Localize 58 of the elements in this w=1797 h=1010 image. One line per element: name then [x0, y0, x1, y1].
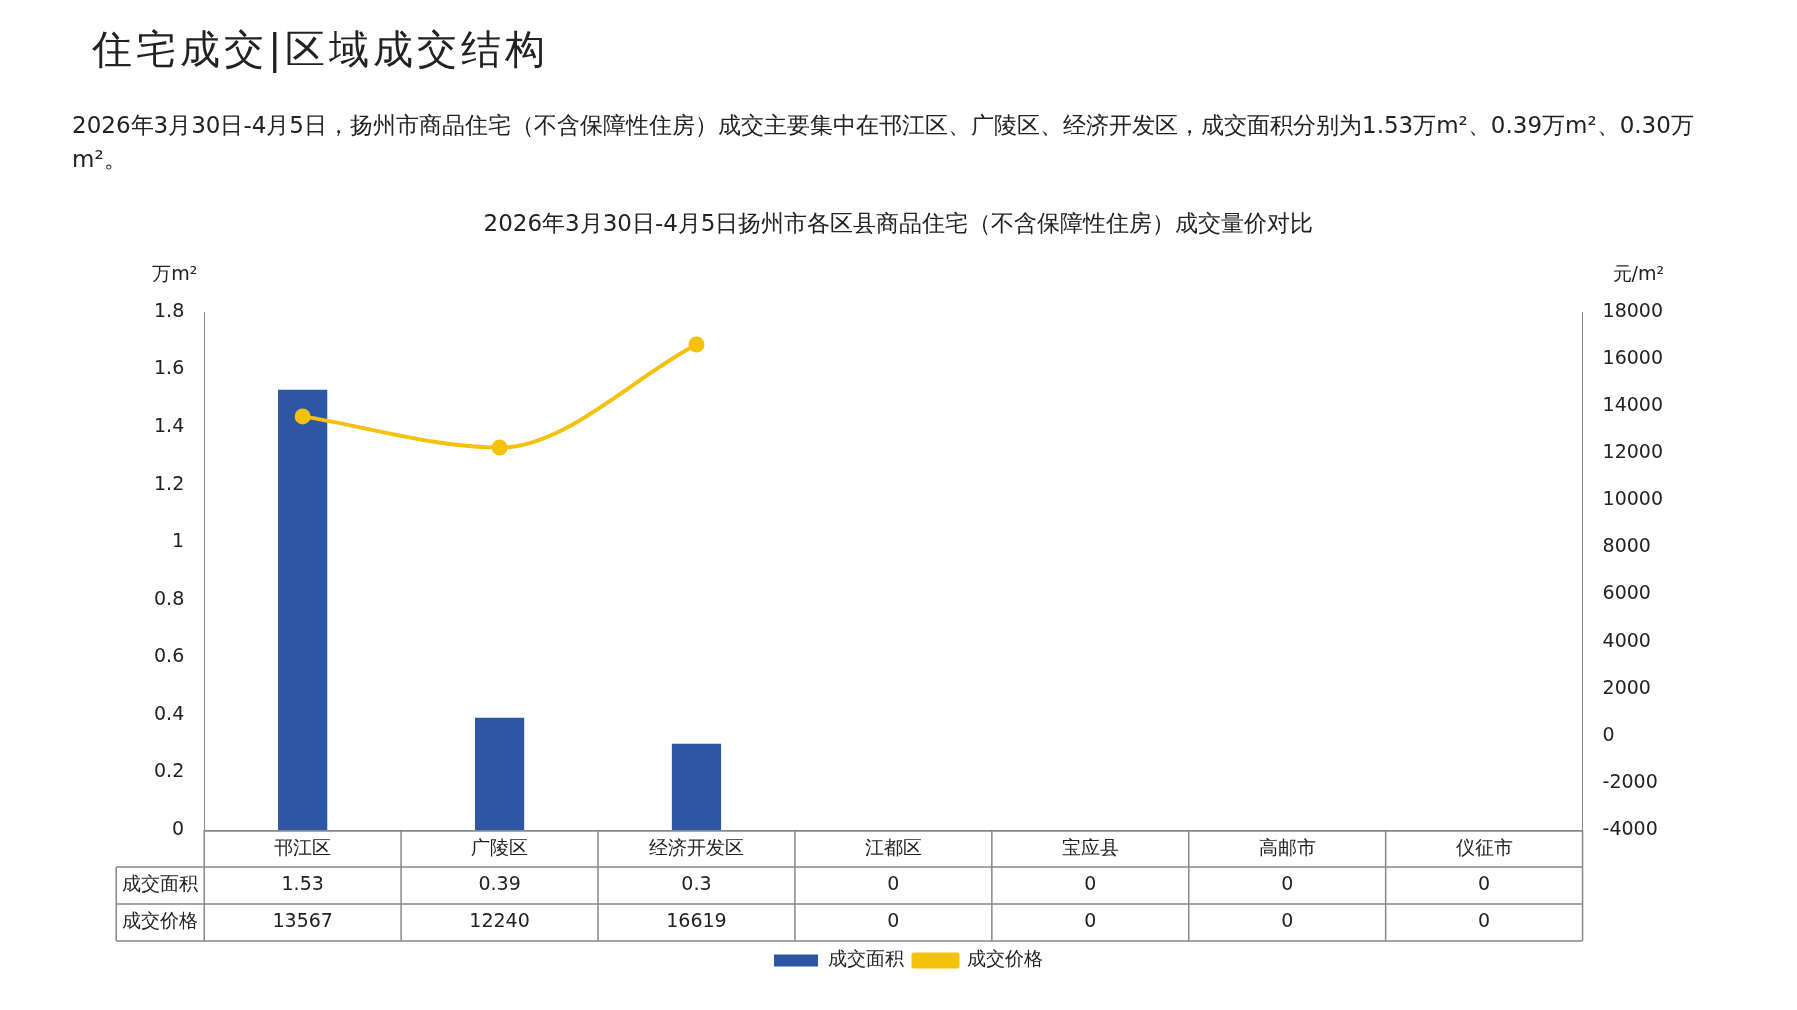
y2-tick-label: 16000: [1602, 346, 1664, 369]
x-tick-label: 宝应县: [1061, 836, 1119, 859]
data-label: 1.53: [281, 872, 324, 895]
y-tick-label: 1.8: [154, 298, 185, 321]
data-label: 0.3: [681, 872, 712, 895]
y2-tick-label: 2000: [1602, 675, 1651, 698]
text: 0: [1084, 909, 1097, 932]
legend-label: 成交面积: [827, 947, 904, 970]
y2-tick-label: 14000: [1602, 393, 1664, 416]
legend-label: 成交价格: [967, 947, 1043, 970]
chart-title: 2026年3月30日-4月5日扬州市各区县商品住宅（不含保障性住房）成交量价对比: [482, 209, 1315, 238]
y-tick-label: 0.4: [154, 701, 185, 724]
y-tick-label: 1: [172, 529, 185, 552]
y-tick-label: 0.8: [154, 586, 185, 609]
x-tick-label: 广陵区: [471, 836, 529, 859]
data-label: 0.39: [478, 872, 521, 895]
data-label: 13567: [272, 909, 333, 932]
y2-tick-label: -2000: [1602, 769, 1658, 792]
y-tick-label: 0.6: [154, 644, 185, 667]
point: [294, 408, 311, 425]
data-label: 0: [1478, 872, 1491, 895]
y-tick-label: 0.2: [154, 759, 185, 782]
y2-tick-label: 10000: [1602, 487, 1664, 510]
x-tick-label: 经济开发区: [648, 836, 744, 859]
x-tick-label: 高邮市: [1258, 836, 1316, 859]
y2-axis-title: 元/m²: [1612, 261, 1665, 284]
text: 0: [887, 909, 900, 932]
y-tick-label: 1.4: [154, 414, 185, 437]
y-tick-label: 1.6: [154, 356, 185, 379]
text: 住宅成交|区域成交结构: [92, 25, 550, 75]
y2-tick-label: -4000: [1602, 816, 1658, 839]
data-label: 0: [1281, 872, 1294, 895]
point: [491, 439, 508, 456]
text: 成交价格: [122, 909, 199, 932]
y2-tick-label: 18000: [1602, 298, 1664, 321]
data-label: 12240: [469, 909, 530, 932]
y-tick-label: 1.2: [154, 471, 185, 494]
point: [688, 336, 705, 353]
y-axis-title: 万m²: [152, 261, 198, 284]
x-tick-label: 仪征市: [1455, 836, 1513, 859]
text: 0: [1281, 909, 1294, 932]
bar: [278, 389, 328, 830]
y2-tick-label: 0: [1602, 722, 1615, 745]
x-tick-label: 江都区: [864, 836, 922, 859]
data-label: 0: [1084, 872, 1097, 895]
bar: [671, 743, 722, 830]
x-tick-label: 邗江区: [274, 836, 332, 859]
y2-tick-label: 6000: [1602, 581, 1651, 604]
y2-tick-label: 12000: [1602, 440, 1664, 463]
y2-tick-label: 4000: [1602, 628, 1651, 651]
y-tick-label: 0: [172, 816, 185, 839]
data-label: 0: [887, 872, 900, 895]
y2-tick-label: 8000: [1602, 534, 1651, 557]
data-label: 16619: [666, 909, 727, 932]
bar: [474, 717, 525, 830]
text: 0: [1478, 909, 1491, 932]
text: 成交面积: [122, 872, 199, 895]
chart-subtitle: 2026年3月30日-4月5日，扬州市商品住宅（不含保障性住房）成交主要集中在邗江区、广陵区、经济开发区，成交面积分别为1.53万m²、0.39万m²、0.30万m²。: [72, 111, 1695, 174]
